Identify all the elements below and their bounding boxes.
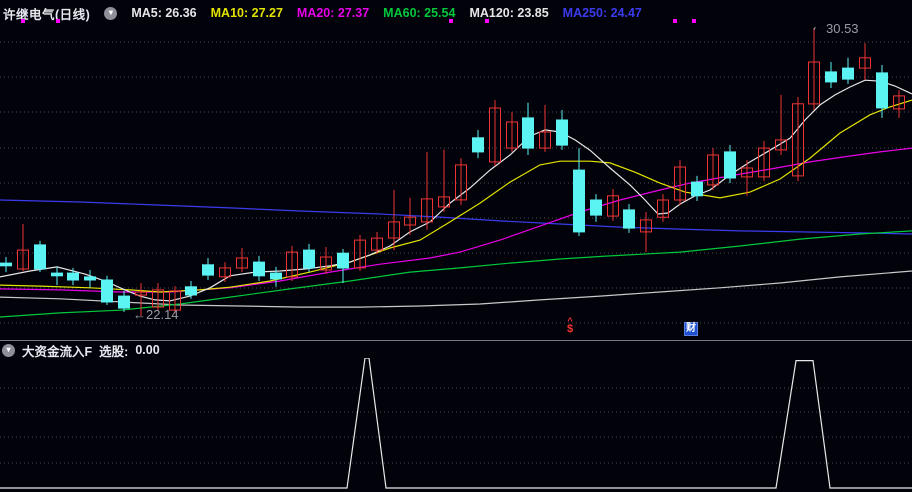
price-high-label: 30.53 — [826, 21, 859, 36]
indicator-field-label: 选股: — [99, 344, 129, 359]
signal-dot-icon — [692, 19, 696, 23]
left-arrow-icon: ← — [133, 307, 146, 322]
panel-divider[interactable] — [0, 340, 912, 341]
price-low-label: ←22.14 — [133, 307, 179, 322]
indicator-field-value: 0.00 — [135, 343, 160, 357]
indicator-name: 大资金流入F — [22, 344, 93, 359]
ma250-value: MA250: 24.47 — [562, 6, 642, 20]
ma120-value: MA120: 23.85 — [469, 6, 549, 20]
ma5-value: MA5: 26.36 — [131, 6, 197, 20]
main-chart-header: 许继电气(日线) ▾ MA5: 26.36 MA10: 27.27 MA20: … — [0, 0, 912, 26]
signal-dot-icon — [21, 19, 25, 23]
indicator-header: ▾ 大资金流入F 选股: 0.00 — [0, 342, 912, 359]
dividend-marker-icon: ^ $ — [566, 316, 574, 335]
financial-report-marker-icon: 财 — [684, 322, 698, 336]
signal-dot-icon — [449, 19, 453, 23]
candlestick-chart-canvas[interactable] — [0, 27, 912, 340]
indicator-chart-canvas[interactable] — [0, 358, 912, 492]
ma10-value: MA10: 27.27 — [210, 6, 283, 20]
signal-dot-icon — [673, 19, 677, 23]
signal-dot-icon — [485, 19, 489, 23]
signal-dot-icon — [56, 19, 60, 23]
collapse-chevron-icon[interactable]: ▾ — [2, 343, 15, 357]
ma20-value: MA20: 27.37 — [296, 6, 370, 20]
ma60-value: MA60: 25.54 — [383, 6, 456, 20]
collapse-chevron-icon[interactable]: ▾ — [104, 6, 118, 20]
stock-title: 许继电气(日线) — [3, 7, 91, 22]
